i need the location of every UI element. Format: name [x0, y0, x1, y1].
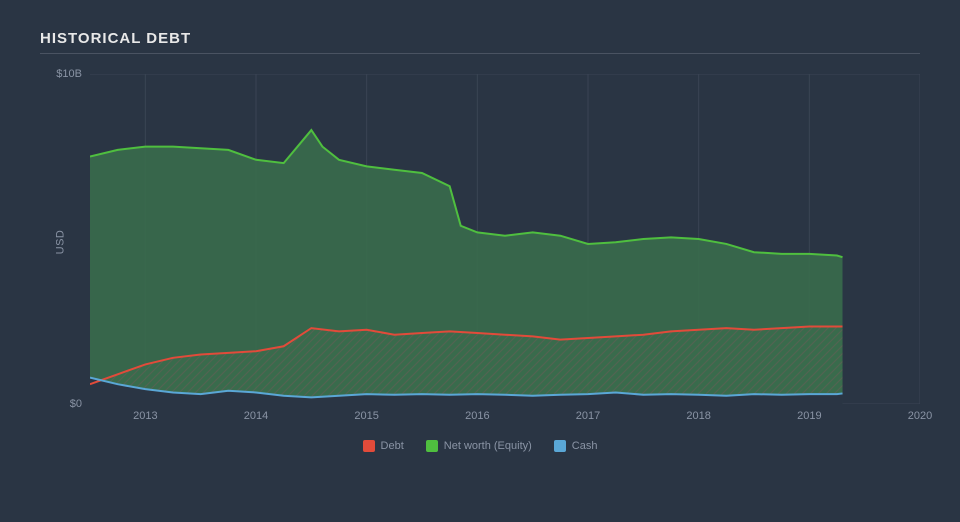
chart-area: USD $10B$0 20132014201520162017201820192… — [90, 74, 920, 410]
legend-item: Net worth (Equity) — [426, 440, 532, 452]
x-tick: 2013 — [133, 410, 157, 422]
x-tick: 2014 — [244, 410, 268, 422]
x-tick: 2019 — [797, 410, 821, 422]
legend-swatch — [363, 440, 375, 452]
y-tick: $0 — [70, 398, 82, 410]
legend-swatch — [554, 440, 566, 452]
legend-label: Debt — [381, 440, 404, 452]
chart-container: HISTORICAL DEBT USD $10B$0 2013201420152… — [0, 0, 960, 472]
chart-title: HISTORICAL DEBT — [40, 30, 920, 54]
x-tick: 2018 — [686, 410, 710, 422]
x-tick: 2020 — [908, 410, 932, 422]
legend-swatch — [426, 440, 438, 452]
y-axis-label: USD — [54, 230, 66, 255]
x-tick: 2017 — [576, 410, 600, 422]
chart-svg — [90, 74, 920, 404]
x-tick: 2016 — [465, 410, 489, 422]
x-tick: 2015 — [354, 410, 378, 422]
y-tick: $10B — [56, 68, 82, 80]
legend-label: Net worth (Equity) — [444, 440, 532, 452]
legend: Debt Net worth (Equity) Cash — [40, 440, 920, 452]
legend-item: Debt — [363, 440, 404, 452]
legend-item: Cash — [554, 440, 598, 452]
legend-label: Cash — [572, 440, 598, 452]
